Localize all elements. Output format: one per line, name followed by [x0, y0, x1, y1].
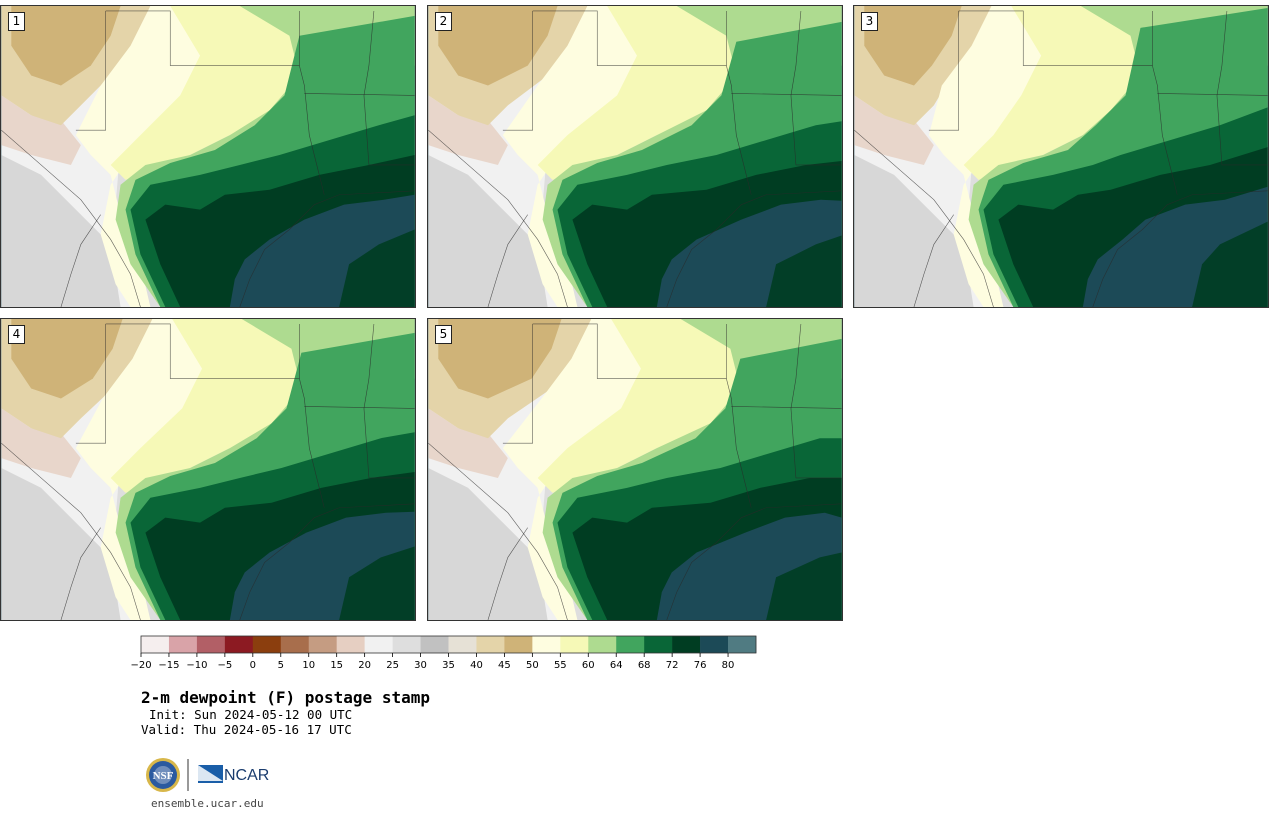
colorbar-tick-label: 68: [638, 660, 651, 671]
colorbar-tick-label: 0: [250, 660, 256, 671]
svg-text:NCAR: NCAR: [224, 767, 269, 784]
map-panel-5: 5: [427, 318, 843, 621]
colorbar-swatch: [364, 636, 393, 653]
colorbar-tick-label: 5: [278, 660, 284, 671]
colorbar-tick-label: 25: [386, 660, 399, 671]
logos: NSF NCAR: [145, 757, 275, 793]
colorbar-swatch: [224, 636, 254, 653]
colorbar-swatch: [728, 636, 757, 653]
panel-label-3: 3: [861, 12, 878, 31]
colorbar-swatch: [196, 636, 226, 653]
colorbar-swatch: [308, 636, 337, 653]
colorbar: −20 −15 −10 −5 0 5 10 15 20 25 30 35 40 45 50 55 60 64 68 7…: [130, 635, 757, 676]
colorbar-swatch: [420, 636, 449, 653]
map-panel-3: 3: [853, 5, 1269, 308]
colorbar-tick-label: 15: [330, 660, 343, 671]
colorbar-tick-label: 60: [582, 660, 595, 671]
figure-title: 2-m dewpoint (F) postage stamp: [141, 688, 430, 707]
colorbar-swatch: [700, 636, 729, 653]
map-panel-2: 2: [427, 5, 843, 308]
colorbar-tick-label: 10: [302, 660, 315, 671]
init-time: Init: Sun 2024-05-12 00 UTC: [149, 707, 353, 722]
colorbar-tick-label: −20: [130, 660, 151, 671]
colorbar-swatch: [141, 636, 170, 653]
colorbar-tick-label: 76: [694, 660, 707, 671]
colorbar-tick-label: 20: [358, 660, 371, 671]
colorbar-tick-label: 35: [442, 660, 455, 671]
colorbar-tick-label: 64: [610, 660, 623, 671]
colorbar-swatch: [560, 636, 589, 653]
panel-label-4: 4: [8, 325, 25, 344]
map-1: [1, 6, 415, 307]
panel-label-5: 5: [435, 325, 452, 344]
colorbar-swatch: [252, 636, 282, 653]
colorbar-swatch: [392, 636, 421, 653]
colorbar-swatch: [336, 636, 365, 653]
colorbar-swatch: [532, 636, 561, 653]
map-panel-1: 1: [0, 5, 416, 308]
colorbar-tick-label: 40: [470, 660, 483, 671]
colorbar-tick-label: −10: [186, 660, 207, 671]
svg-text:NSF: NSF: [153, 770, 174, 782]
colorbar-swatch: [616, 636, 645, 653]
map-3: [854, 6, 1268, 307]
colorbar-tick-label: 30: [414, 660, 427, 671]
panel-label-2: 2: [435, 12, 452, 31]
colorbar-swatch: [504, 636, 533, 653]
colorbar-swatch: [448, 636, 477, 653]
colorbar-swatch: [168, 636, 198, 653]
map-panel-4: 4: [0, 318, 416, 621]
colorbar-swatch: [280, 636, 310, 653]
panel-label-1: 1: [8, 12, 25, 31]
colorbar-swatch: [672, 636, 701, 653]
colorbar-swatch: [476, 636, 505, 653]
colorbar-tick-label: 50: [526, 660, 539, 671]
nsf-logo-icon: NSF: [146, 758, 180, 792]
colorbar-swatch: [644, 636, 673, 653]
map-4: [1, 319, 415, 620]
map-5: [428, 319, 842, 620]
map-2: [428, 6, 842, 307]
colorbar-tick-label: 80: [722, 660, 735, 671]
colorbar-tick-label: −5: [217, 660, 232, 671]
colorbar-tick-label: 45: [498, 660, 511, 671]
site-url: ensemble.ucar.edu: [151, 797, 264, 810]
ncar-logo-icon: NCAR: [198, 765, 269, 784]
colorbar-svg: −20 −15 −10 −5 0 5 10 15 20 25 30 35 40 45 50 55 60 64 68 7…: [130, 635, 757, 671]
valid-time: Valid: Thu 2024-05-16 17 UTC: [141, 722, 352, 737]
colorbar-tick-label: 72: [666, 660, 679, 671]
colorbar-tick-label: 55: [554, 660, 567, 671]
colorbar-tick-label: −15: [158, 660, 179, 671]
colorbar-swatch: [588, 636, 617, 653]
